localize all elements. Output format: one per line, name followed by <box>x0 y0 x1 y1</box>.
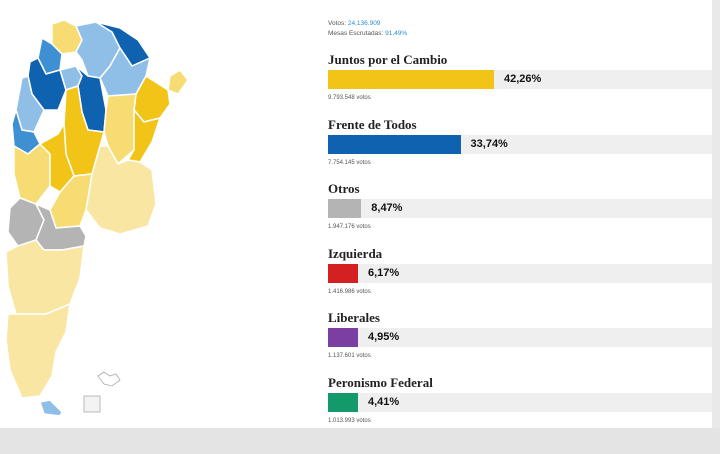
argentina-results-map <box>5 19 189 417</box>
bar-track-otros <box>328 199 712 218</box>
bottom-strip <box>0 428 720 454</box>
party-name-izquierda: Izquierda <box>328 245 383 261</box>
bar-peronismo-federal[interactable] <box>328 392 358 412</box>
province-tierra-del-fuego[interactable] <box>39 399 63 417</box>
votes-label: Votos: <box>328 20 347 27</box>
results-card: Votos: 24.136.909 Mesas Escrutadas: 91,4… <box>0 0 712 428</box>
percent-label-peronismo-federal: 4,41% <box>368 395 400 408</box>
votes-label-otros: 1.947.176 votos <box>328 224 371 230</box>
percent-label-otros: 8,47% <box>371 202 403 214</box>
party-name-juntos-por-el-cambio: Juntos por el Cambio <box>328 52 448 67</box>
party-name-peronismo-federal: Peronismo Federal <box>328 374 433 390</box>
votes-value: 24.136.909 <box>347 20 381 27</box>
province-entre-rios[interactable] <box>127 109 161 163</box>
percent-label-izquierda: 6,17% <box>368 266 400 279</box>
bar-otros[interactable] <box>328 199 362 218</box>
bar-izquierda[interactable] <box>328 263 358 283</box>
bar-frente-de-todos[interactable] <box>328 134 461 154</box>
malvinas-inset <box>83 371 121 413</box>
votes-label-izquierda: 1.416.986 votos <box>328 288 371 295</box>
province-chubut[interactable] <box>5 239 85 315</box>
votes-label-frente-de-todos: 7.754.145 votos <box>328 159 371 166</box>
votes-label-juntos-por-el-cambio: 9.793.548 votos <box>328 95 371 101</box>
tables-value: 91,49% <box>385 30 408 37</box>
bar-track-izquierda <box>328 263 712 283</box>
bar-liberales[interactable] <box>328 328 358 347</box>
party-name-frente-de-todos: Frente de Todos <box>328 116 417 132</box>
percent-label-liberales: 4,95% <box>368 331 400 343</box>
tables-label: Mesas Escrutadas: <box>328 30 384 37</box>
percent-label-frente-de-todos: 33,74% <box>470 137 508 150</box>
party-name-liberales: Liberales <box>328 310 380 325</box>
percent-label-juntos-por-el-cambio: 42,26% <box>504 73 542 85</box>
province-buenos-aires[interactable] <box>85 145 157 235</box>
bar-track-liberales <box>328 328 712 347</box>
votes-label-liberales: 1.137.601 votos <box>328 353 371 359</box>
islands-outline <box>97 371 121 387</box>
votes-label-peronismo-federal: 1.013.993 votos <box>328 417 371 424</box>
province-misiones[interactable] <box>167 69 189 95</box>
tables-summary: Mesas Escrutadas: 91,49% <box>328 30 407 37</box>
province-mendoza[interactable] <box>13 143 51 205</box>
party-name-otros: Otros <box>328 181 360 196</box>
bar-juntos-por-el-cambio[interactable] <box>328 70 494 89</box>
inset-frame <box>83 395 101 413</box>
votes-summary: Votos: 24.136.909 <box>328 20 380 27</box>
province-santa-cruz[interactable] <box>5 303 71 399</box>
bar-track-peronismo-federal <box>328 392 712 412</box>
